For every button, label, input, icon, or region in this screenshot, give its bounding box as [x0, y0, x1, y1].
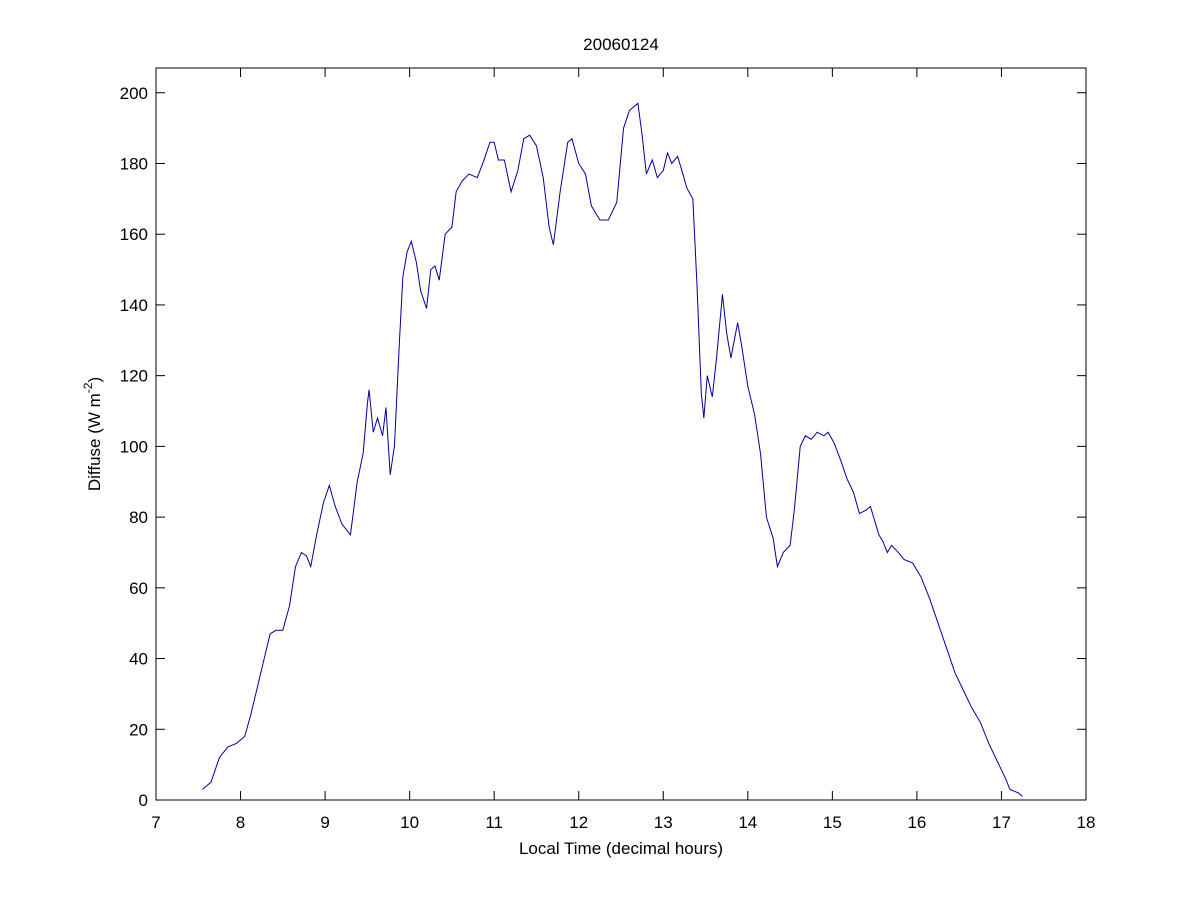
- y-tick-label: 200: [120, 84, 148, 103]
- x-tick-label: 16: [907, 813, 926, 832]
- y-tick-label: 40: [129, 650, 148, 669]
- x-axis-label: Local Time (decimal hours): [519, 839, 723, 858]
- y-tick-label: 100: [120, 437, 148, 456]
- y-tick-label: 80: [129, 508, 148, 527]
- x-tick-label: 10: [400, 813, 419, 832]
- chart-title: 20060124: [583, 35, 659, 54]
- x-tick-label: 9: [320, 813, 329, 832]
- x-tick-label: 11: [485, 813, 503, 832]
- y-tick-label: 60: [129, 579, 148, 598]
- x-tick-label: 13: [654, 813, 673, 832]
- x-tick-label: 14: [738, 813, 757, 832]
- y-axis-label-suffix: ): [85, 377, 104, 383]
- x-tick-label: 12: [569, 813, 588, 832]
- y-axis-label-superscript: -2: [81, 382, 95, 393]
- x-tick-label: 18: [1077, 813, 1096, 832]
- x-tick-label: 7: [151, 813, 160, 832]
- plot-frame: [155, 67, 1087, 801]
- data-line: [202, 102, 1023, 797]
- y-tick-label: 0: [139, 791, 148, 810]
- y-tick-label: 120: [120, 367, 148, 386]
- y-tick-label: 180: [120, 154, 148, 173]
- x-tick-label: 15: [823, 813, 842, 832]
- y-tick-label: 160: [120, 225, 148, 244]
- y-tick-label: 140: [120, 296, 148, 315]
- x-tick-label: 8: [236, 813, 245, 832]
- y-tick-label: 20: [129, 720, 148, 739]
- x-tick-label: 17: [992, 813, 1011, 832]
- y-axis-label: Diffuse (W m-2): [81, 377, 104, 491]
- y-axis-label-text: Diffuse (W m: [85, 393, 104, 491]
